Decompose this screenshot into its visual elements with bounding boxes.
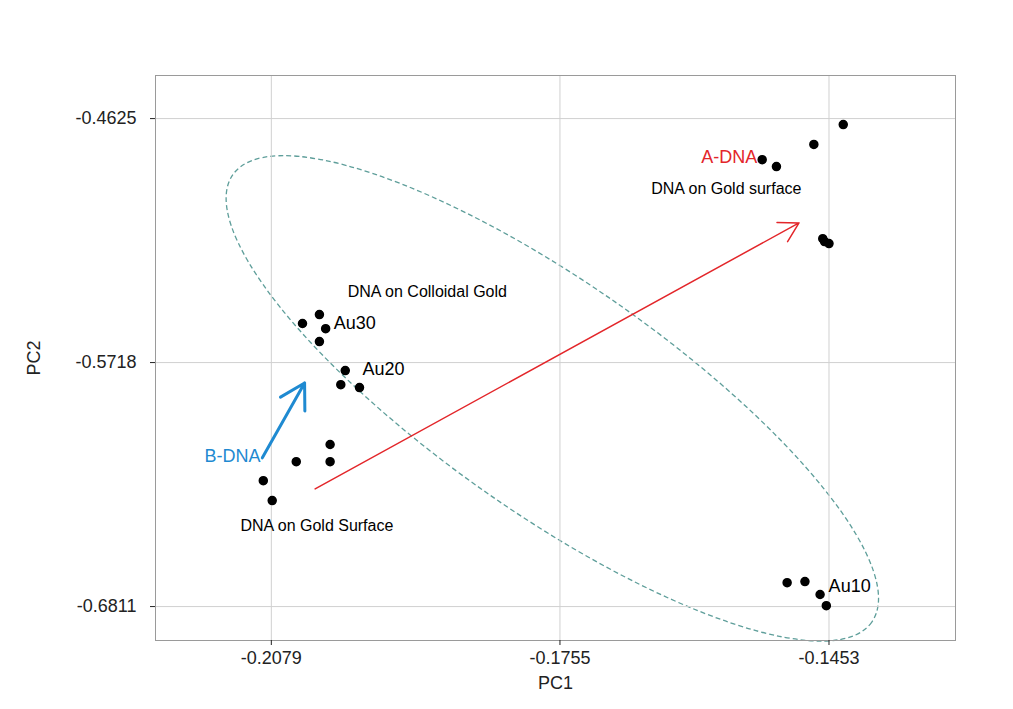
svg-text:-0.1453: -0.1453 xyxy=(798,648,859,668)
svg-text:A-DNA: A-DNA xyxy=(701,147,757,167)
svg-text:Au30: Au30 xyxy=(334,313,376,333)
svg-text:-0.5718: -0.5718 xyxy=(75,352,136,372)
svg-text:DNA on Gold Surface: DNA on Gold Surface xyxy=(240,517,393,534)
svg-text:DNA on Colloidal Gold: DNA on Colloidal Gold xyxy=(348,283,507,300)
svg-text:B-DNA: B-DNA xyxy=(204,446,260,466)
svg-text:DNA on Gold surface: DNA on Gold surface xyxy=(651,180,801,197)
svg-text:-0.4625: -0.4625 xyxy=(75,108,136,128)
svg-text:-0.2079: -0.2079 xyxy=(241,648,302,668)
svg-text:Au10: Au10 xyxy=(829,576,871,596)
svg-text:PC1: PC1 xyxy=(538,673,573,693)
svg-text:-0.1755: -0.1755 xyxy=(529,648,590,668)
svg-text:-0.6811: -0.6811 xyxy=(77,596,137,616)
svg-text:PC2: PC2 xyxy=(24,340,44,375)
svg-text:Au20: Au20 xyxy=(363,359,405,379)
